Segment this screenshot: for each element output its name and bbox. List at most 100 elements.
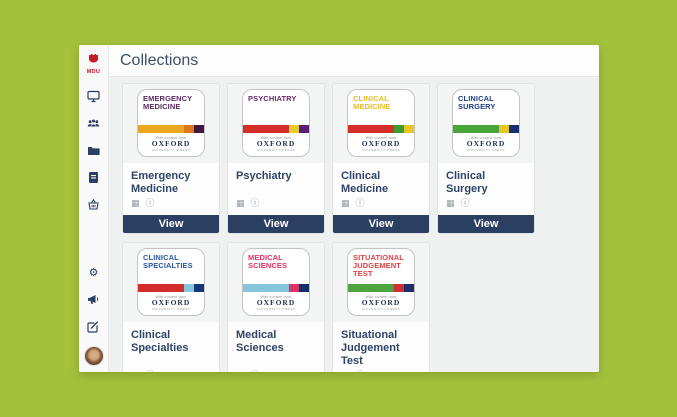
main-panel: Collections EMERGENCY MEDICINE With cont… <box>109 45 599 372</box>
cards-row-1: EMERGENCY MEDICINE With content from OXF… <box>122 83 599 234</box>
page-title: Collections <box>120 51 199 69</box>
megaphone-icon <box>87 293 100 306</box>
card-icons: ▦ ⓘ <box>123 198 219 215</box>
tile-title: CLINICAL SPECIALTIES <box>143 253 193 270</box>
avatar[interactable] <box>83 346 104 366</box>
grid-icon[interactable]: ▦ <box>341 199 350 209</box>
sidebar-item-settings[interactable]: ⚙ <box>87 265 101 279</box>
publisher-tagline: With content from <box>365 295 397 299</box>
compose-icon <box>87 320 100 333</box>
collection-tile: EMERGENCY MEDICINE With content from OXF… <box>137 89 205 157</box>
collection-tile-area: MEDICAL SCIENCES With content from OXFOR… <box>228 243 324 322</box>
collection-card: CLINICAL SURGERY With content from OXFOR… <box>437 83 535 234</box>
card-icons: ▦ ⓘ <box>333 198 429 215</box>
band-square-1 <box>499 125 509 133</box>
grid-icon[interactable]: ▦ <box>446 199 455 209</box>
card-icons: ▦ ⓘ <box>228 198 324 215</box>
publisher-subname: UNIVERSITY PRESS <box>256 148 296 152</box>
publisher-tagline: With content from <box>365 136 397 140</box>
collection-tile-area: CLINICAL SPECIALTIES With content from O… <box>123 243 219 322</box>
publisher-block: With content from OXFORD UNIVERSITY PRES… <box>243 292 309 311</box>
collection-card: SITUATIONAL JUDGEMENT TEST With content … <box>332 242 430 372</box>
sidebar-item-screens[interactable] <box>87 89 101 103</box>
publisher-block: With content from OXFORD UNIVERSITY PRES… <box>138 133 204 152</box>
collection-tile-area: CLINICAL MEDICINE With content from OXFO… <box>333 84 429 163</box>
publisher-block: With content from OXFORD UNIVERSITY PRES… <box>348 133 414 152</box>
view-button[interactable]: View <box>438 215 534 233</box>
collection-tile: MEDICAL SCIENCES With content from OXFOR… <box>242 248 310 316</box>
collection-tile: PSYCHIATRY With content from OXFORD UNIV… <box>242 89 310 157</box>
band-square-2 <box>299 284 309 292</box>
tile-color-band <box>138 284 204 292</box>
band-main-segment <box>138 284 184 292</box>
sidebar-item-compose[interactable] <box>87 319 101 333</box>
tile-color-band <box>453 125 519 133</box>
collection-tile: SITUATIONAL JUDGEMENT TEST With content … <box>347 248 415 316</box>
publisher-name: OXFORD <box>151 139 191 148</box>
collection-tile: CLINICAL MEDICINE With content from OXFO… <box>347 89 415 157</box>
sidebar-item-users[interactable] <box>87 116 101 130</box>
card-icons: ▦ ⓘ <box>438 198 534 215</box>
grid-icon[interactable]: ▦ <box>131 199 140 209</box>
info-icon[interactable]: ⓘ <box>460 199 470 209</box>
publisher-subname: UNIVERSITY PRESS <box>361 148 401 152</box>
publisher-block: With content from OXFORD UNIVERSITY PRES… <box>348 292 414 311</box>
collection-card: PSYCHIATRY With content from OXFORD UNIV… <box>227 83 325 234</box>
collection-tile-area: PSYCHIATRY With content from OXFORD UNIV… <box>228 84 324 163</box>
publisher-name: OXFORD <box>466 139 506 148</box>
collection-tile: CLINICAL SURGERY With content from OXFOR… <box>452 89 520 157</box>
monitor-icon <box>87 90 100 103</box>
tile-title: PSYCHIATRY <box>248 94 297 103</box>
publisher-tagline: With content from <box>260 136 292 140</box>
page-header: Collections <box>109 45 599 77</box>
basket-icon <box>87 198 100 211</box>
mdu-logo[interactable]: MDU <box>87 50 100 75</box>
sidebar: MDU ⚙ <box>79 45 109 372</box>
band-main-segment <box>243 284 289 292</box>
publisher-name: OXFORD <box>151 298 191 307</box>
band-square-1 <box>184 284 194 292</box>
publisher-block: With content from OXFORD UNIVERSITY PRES… <box>453 133 519 152</box>
collection-tile-area: SITUATIONAL JUDGEMENT TEST With content … <box>333 243 429 322</box>
publisher-tagline: With content from <box>155 136 187 140</box>
publisher-subname: UNIVERSITY PRESS <box>256 307 296 311</box>
publisher-subname: UNIVERSITY PRESS <box>151 148 191 152</box>
collection-card: CLINICAL MEDICINE With content from OXFO… <box>332 83 430 234</box>
sidebar-item-announcements[interactable] <box>87 292 101 306</box>
info-icon[interactable]: ⓘ <box>250 199 260 209</box>
sidebar-item-collections[interactable] <box>87 170 101 184</box>
publisher-block: With content from OXFORD UNIVERSITY PRES… <box>138 292 204 311</box>
info-icon[interactable]: ⓘ <box>145 199 155 209</box>
tile-title: SITUATIONAL JUDGEMENT TEST <box>353 253 404 278</box>
view-button[interactable]: View <box>333 215 429 233</box>
tile-color-band <box>243 284 309 292</box>
band-square-2 <box>194 125 204 133</box>
card-icons: ▦ ⓘ <box>228 370 324 373</box>
card-icons: ▦ ⓘ <box>123 370 219 373</box>
info-icon[interactable]: ⓘ <box>355 199 365 209</box>
band-main-segment <box>243 125 289 133</box>
band-square-2 <box>299 125 309 133</box>
band-square-2 <box>509 125 519 133</box>
book-icon <box>87 171 100 184</box>
sidebar-item-folders[interactable] <box>87 143 101 157</box>
collection-title: Clinical Specialties <box>131 329 189 354</box>
publisher-name: OXFORD <box>361 139 401 148</box>
band-square-1 <box>394 125 404 133</box>
gear-icon: ⚙ <box>88 265 99 279</box>
users-group-icon <box>87 117 100 130</box>
view-button[interactable]: View <box>228 215 324 233</box>
view-button[interactable]: View <box>123 215 219 233</box>
collections-grid: EMERGENCY MEDICINE With content from OXF… <box>109 77 599 372</box>
collection-tile: CLINICAL SPECIALTIES With content from O… <box>137 248 205 316</box>
publisher-block: With content from OXFORD UNIVERSITY PRES… <box>243 133 309 152</box>
grid-icon[interactable]: ▦ <box>236 199 245 209</box>
sidebar-item-basket[interactable] <box>87 197 101 211</box>
collection-card: MEDICAL SCIENCES With content from OXFOR… <box>227 242 325 372</box>
publisher-subname: UNIVERSITY PRESS <box>151 307 191 311</box>
band-square-1 <box>394 284 404 292</box>
tile-color-band <box>243 125 309 133</box>
collection-card: CLINICAL SPECIALTIES With content from O… <box>122 242 220 372</box>
publisher-name: OXFORD <box>256 139 296 148</box>
tile-title: EMERGENCY MEDICINE <box>143 94 193 111</box>
